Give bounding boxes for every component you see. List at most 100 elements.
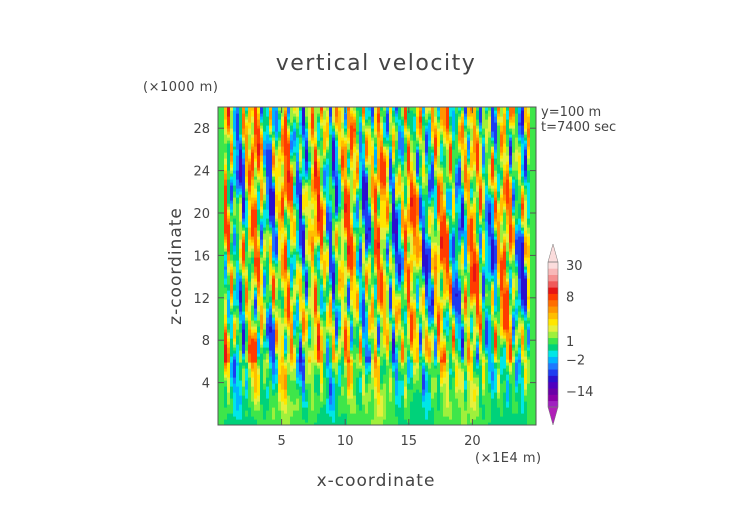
heatmap-cell — [251, 368, 255, 372]
heatmap-cell — [248, 134, 252, 138]
heatmap-cell — [242, 356, 246, 360]
heatmap-cell — [224, 227, 228, 231]
heatmap-cell — [236, 389, 240, 393]
heatmap-cell — [233, 146, 237, 150]
heatmap-cell — [242, 170, 246, 174]
heatmap-cell — [233, 134, 237, 138]
heatmap-cell — [248, 347, 252, 351]
heatmap-cell — [239, 134, 243, 138]
heatmap-cell — [251, 116, 255, 120]
heatmap-cell — [236, 254, 240, 258]
heatmap-cell — [239, 161, 243, 165]
heatmap-cell — [248, 314, 252, 318]
heatmap-cell — [245, 155, 249, 159]
heatmap-cell — [239, 239, 243, 243]
heatmap-cell — [245, 422, 249, 425]
heatmap-cell — [239, 179, 243, 183]
heatmap-cell — [224, 395, 228, 399]
heatmap-cell — [236, 128, 240, 132]
heatmap-cell — [242, 128, 246, 132]
heatmap-cell — [248, 116, 252, 120]
heatmap-cell — [218, 323, 222, 327]
heatmap-cell — [242, 206, 246, 210]
heatmap-cell — [248, 173, 252, 177]
heatmap-cell — [236, 374, 240, 378]
heatmap-cell — [227, 275, 231, 279]
heatmap-cell — [245, 263, 249, 267]
heatmap-cell — [236, 179, 240, 183]
heatmap-cell — [251, 254, 255, 258]
heatmap-cell — [218, 269, 222, 273]
heatmap-cell — [227, 134, 231, 138]
heatmap-cell — [248, 185, 252, 189]
heatmap-cell — [227, 311, 231, 315]
heatmap-cell — [233, 419, 237, 423]
heatmap-cell — [239, 215, 243, 219]
heatmap-cell — [230, 299, 234, 303]
heatmap-cell — [245, 149, 249, 153]
heatmap-cell — [227, 350, 231, 354]
heatmap-cell — [245, 344, 249, 348]
heatmap-cell — [230, 368, 234, 372]
heatmap-cell — [233, 176, 237, 180]
heatmap-cell — [227, 263, 231, 267]
heatmap-cell — [236, 257, 240, 261]
heatmap-cell — [242, 365, 246, 369]
heatmap-cell — [221, 179, 225, 183]
heatmap-cell — [230, 401, 234, 405]
heatmap-cell — [227, 305, 231, 309]
heatmap-cell — [230, 386, 234, 390]
heatmap-cell — [221, 263, 225, 267]
heatmap-cell — [254, 416, 258, 420]
heatmap-cell — [230, 269, 234, 273]
heatmap-cell — [224, 338, 228, 342]
heatmap-cell — [236, 395, 240, 399]
heatmap-cell — [239, 308, 243, 312]
heatmap-cell — [245, 113, 249, 117]
heatmap-cell — [251, 302, 255, 306]
heatmap-cell — [218, 392, 222, 396]
heatmap-cell — [254, 314, 258, 318]
heatmap-cell — [221, 413, 225, 417]
heatmap-cell — [233, 218, 237, 222]
heatmap-cell — [245, 245, 249, 249]
heatmap-cell — [236, 398, 240, 402]
heatmap-cell — [218, 161, 222, 165]
heatmap-cell — [230, 212, 234, 216]
heatmap-cell — [236, 296, 240, 300]
heatmap-cell — [230, 398, 234, 402]
heatmap-cell — [248, 122, 252, 126]
heatmap-cell — [245, 356, 249, 360]
heatmap-cell — [230, 335, 234, 339]
heatmap-cell — [236, 329, 240, 333]
heatmap-cell — [245, 236, 249, 240]
heatmap-cell — [230, 182, 234, 186]
heatmap-cell — [239, 305, 243, 309]
heatmap-cell — [230, 344, 234, 348]
heatmap-cell — [221, 230, 225, 234]
heatmap-cell — [242, 239, 246, 243]
heatmap-cell — [242, 263, 246, 267]
heatmap-cell — [224, 128, 228, 132]
heatmap-cell — [233, 284, 237, 288]
heatmap-cell — [242, 251, 246, 255]
heatmap-cell — [224, 257, 228, 261]
heatmap-cell — [242, 305, 246, 309]
heatmap-cell — [233, 110, 237, 114]
heatmap-cell — [230, 236, 234, 240]
heatmap-cell — [224, 131, 228, 135]
heatmap-cell — [227, 218, 231, 222]
heatmap-cell — [248, 113, 252, 117]
heatmap-cell — [248, 308, 252, 312]
heatmap-cell — [233, 305, 237, 309]
heatmap-cell — [242, 152, 246, 156]
heatmap-cell — [248, 203, 252, 207]
heatmap-cell — [230, 140, 234, 144]
heatmap-cell — [221, 311, 225, 315]
heatmap-cell — [230, 176, 234, 180]
heatmap-cell — [248, 170, 252, 174]
heatmap-cell — [218, 377, 222, 381]
heatmap-cell — [221, 227, 225, 231]
heatmap-cell — [230, 296, 234, 300]
